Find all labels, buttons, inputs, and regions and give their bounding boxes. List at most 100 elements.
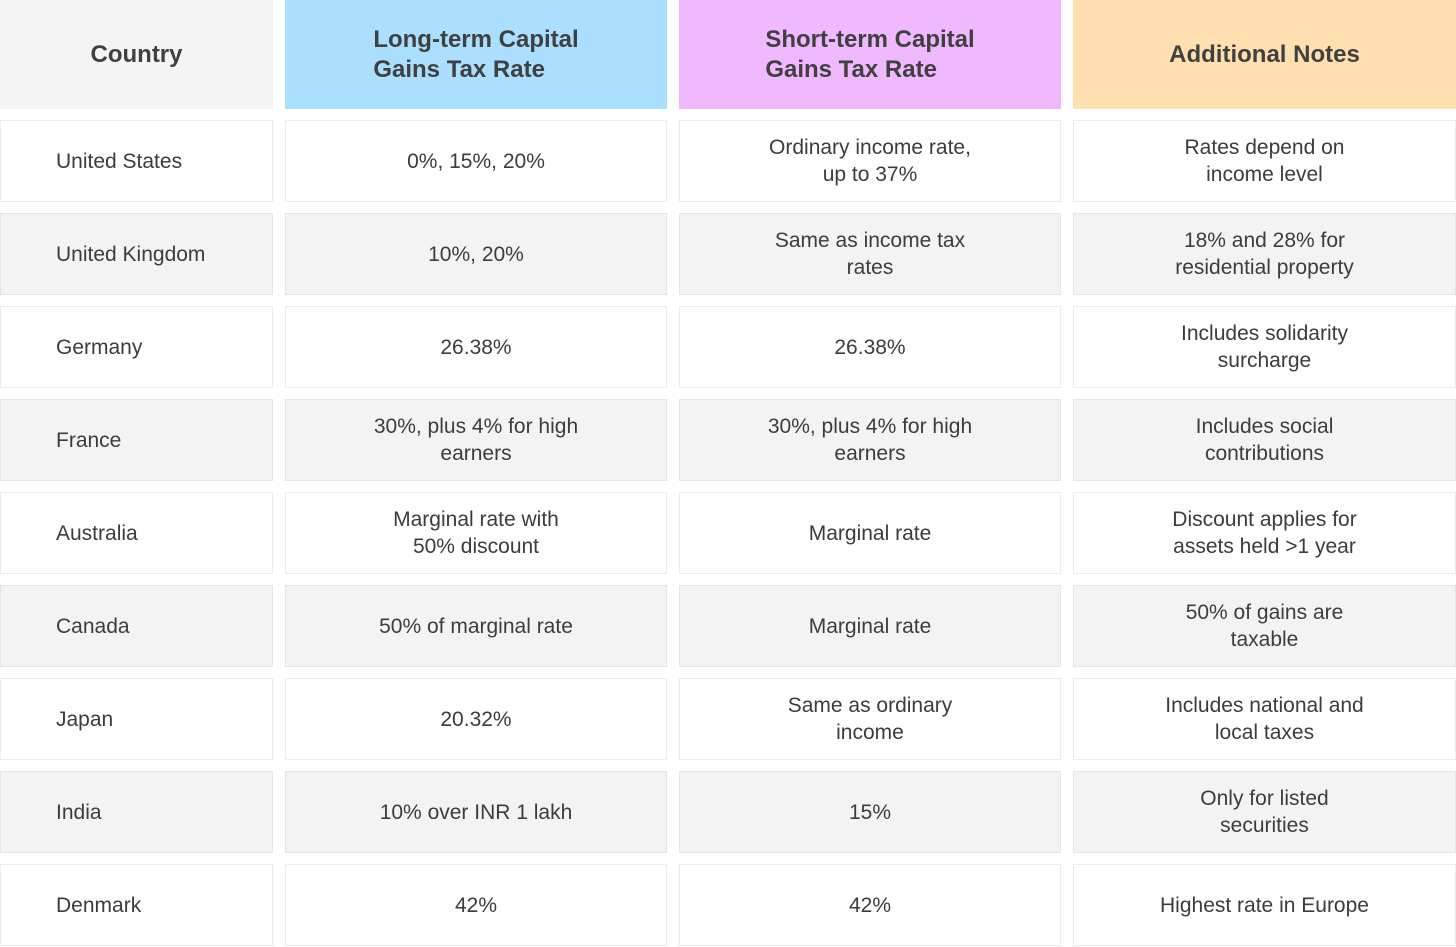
cell-text: 10%, 20% bbox=[428, 241, 524, 268]
cell-text: 50% of gains are taxable bbox=[1186, 599, 1344, 653]
cell-text: 30%, plus 4% for high earners bbox=[768, 413, 972, 467]
table-cell: Highest rate in Europe bbox=[1073, 864, 1456, 946]
cell-text: 0%, 15%, 20% bbox=[407, 148, 545, 175]
table-cell: 50% of gains are taxable bbox=[1073, 585, 1456, 667]
cell-text: 15% bbox=[849, 799, 891, 826]
table-cell: 0%, 15%, 20% bbox=[285, 120, 667, 202]
text-line: 10%, 20% bbox=[428, 242, 524, 266]
cell-text: Germany bbox=[56, 334, 142, 361]
table-cell: Includes social contributions bbox=[1073, 399, 1456, 481]
cell-text: Marginal rate with 50% discount bbox=[393, 506, 559, 560]
text-line: up to 37% bbox=[822, 163, 918, 186]
text-line: securities bbox=[1220, 814, 1309, 837]
cell-text: 18% and 28% for residential property bbox=[1175, 227, 1354, 281]
cell-text: 26.38% bbox=[440, 334, 511, 361]
table-cell: 10%, 20% bbox=[285, 213, 667, 295]
table-cell: United States bbox=[0, 120, 273, 202]
table-cell: Denmark bbox=[0, 864, 273, 946]
cell-text: Marginal rate bbox=[809, 520, 932, 547]
cell-text: Discount applies for assets held >1 year bbox=[1172, 506, 1356, 560]
text-line: assets held >1 year bbox=[1173, 535, 1356, 558]
text-line: 30%, plus 4% for high bbox=[373, 415, 579, 438]
cell-text: 20.32% bbox=[440, 706, 511, 733]
cell-text: France bbox=[56, 427, 121, 454]
text-line: Denmark bbox=[56, 893, 142, 917]
cell-text: Same as ordinary income bbox=[788, 692, 953, 746]
cell-text: Marginal rate bbox=[809, 613, 932, 640]
text-line: Marginal rate with bbox=[393, 508, 559, 531]
header-cell: Additional Notes bbox=[1073, 0, 1456, 109]
text-line: Includes social bbox=[1195, 415, 1334, 438]
text-line: Marginal rate bbox=[808, 521, 932, 545]
text-line: Highest rate in Europe bbox=[1160, 893, 1369, 917]
cell-text: Ordinary income rate, up to 37% bbox=[769, 134, 971, 188]
text-line: residential property bbox=[1175, 256, 1354, 279]
text-line: Same as income tax bbox=[774, 229, 966, 252]
table-cell: Discount applies for assets held >1 year bbox=[1073, 492, 1456, 574]
table-cell: Only for listed securities bbox=[1073, 771, 1456, 853]
cell-text: Country bbox=[91, 40, 183, 70]
table-cell: 26.38% bbox=[679, 306, 1061, 388]
table-cell: Includes solidarity surcharge bbox=[1073, 306, 1456, 388]
table-cell: France bbox=[0, 399, 273, 481]
text-line: Same as ordinary bbox=[787, 694, 953, 717]
text-line: Japan bbox=[56, 707, 114, 731]
text-line: Short-term Capital bbox=[765, 25, 975, 53]
cell-text: Includes solidarity surcharge bbox=[1181, 320, 1348, 374]
text-line: 15% bbox=[848, 800, 892, 824]
text-line: Only for listed bbox=[1200, 787, 1329, 810]
text-line: 50% of marginal rate bbox=[379, 614, 573, 638]
table-cell: Marginal rate with 50% discount bbox=[285, 492, 667, 574]
cell-text: India bbox=[56, 799, 102, 826]
table-cell: United Kingdom bbox=[0, 213, 273, 295]
cell-text: Additional Notes bbox=[1169, 40, 1360, 70]
cell-text: Highest rate in Europe bbox=[1160, 892, 1369, 919]
text-line: Country bbox=[90, 40, 183, 68]
text-line: Ordinary income rate, bbox=[769, 136, 971, 159]
table-cell: 30%, plus 4% for high earners bbox=[679, 399, 1061, 481]
table-cell: 50% of marginal rate bbox=[285, 585, 667, 667]
text-line: income level bbox=[1206, 163, 1323, 186]
header-cell: Short-term Capital Gains Tax Rate bbox=[679, 0, 1061, 109]
text-line: 26.38% bbox=[834, 335, 906, 359]
table-cell: India bbox=[0, 771, 273, 853]
text-line: 42% bbox=[454, 893, 498, 917]
table-cell: Germany bbox=[0, 306, 273, 388]
text-line: 0%, 15%, 20% bbox=[407, 149, 545, 173]
cell-text: Denmark bbox=[56, 892, 141, 919]
text-line: Discount applies for bbox=[1172, 508, 1357, 531]
cell-text: 42% bbox=[455, 892, 497, 919]
text-line: income bbox=[836, 721, 904, 744]
table-cell: 20.32% bbox=[285, 678, 667, 760]
text-line: Includes solidarity bbox=[1181, 322, 1348, 345]
header-cell: Country bbox=[0, 0, 273, 109]
cell-text: Includes social contributions bbox=[1196, 413, 1334, 467]
text-line: Canada bbox=[56, 614, 130, 638]
cell-text: United States bbox=[56, 148, 182, 175]
table-cell: Same as income tax rates bbox=[679, 213, 1061, 295]
text-line: 50% of gains are bbox=[1185, 601, 1344, 624]
table-cell: 42% bbox=[285, 864, 667, 946]
text-line: United Kingdom bbox=[56, 242, 206, 266]
table-cell: 26.38% bbox=[285, 306, 667, 388]
text-line: 26.38% bbox=[440, 335, 512, 359]
table-cell: Includes national and local taxes bbox=[1073, 678, 1456, 760]
cell-text: Same as income tax rates bbox=[775, 227, 965, 281]
cell-text: Australia bbox=[56, 520, 138, 547]
text-line: 10% over INR 1 lakh bbox=[379, 800, 573, 824]
table-cell: Australia bbox=[0, 492, 273, 574]
table-cell: 42% bbox=[679, 864, 1061, 946]
text-line: Rates depend on bbox=[1184, 136, 1345, 159]
text-line: Marginal rate bbox=[808, 614, 932, 638]
cell-text: 10% over INR 1 lakh bbox=[380, 799, 573, 826]
cell-text: Long-term Capital Gains Tax Rate bbox=[373, 25, 578, 85]
cell-text: Includes national and local taxes bbox=[1165, 692, 1364, 746]
table-cell: Japan bbox=[0, 678, 273, 760]
table-cell: Same as ordinary income bbox=[679, 678, 1061, 760]
cell-text: 42% bbox=[849, 892, 891, 919]
text-line: 30%, plus 4% for high bbox=[767, 415, 973, 438]
text-line: 20.32% bbox=[440, 707, 512, 731]
text-line: contributions bbox=[1204, 442, 1325, 465]
table-cell: 10% over INR 1 lakh bbox=[285, 771, 667, 853]
